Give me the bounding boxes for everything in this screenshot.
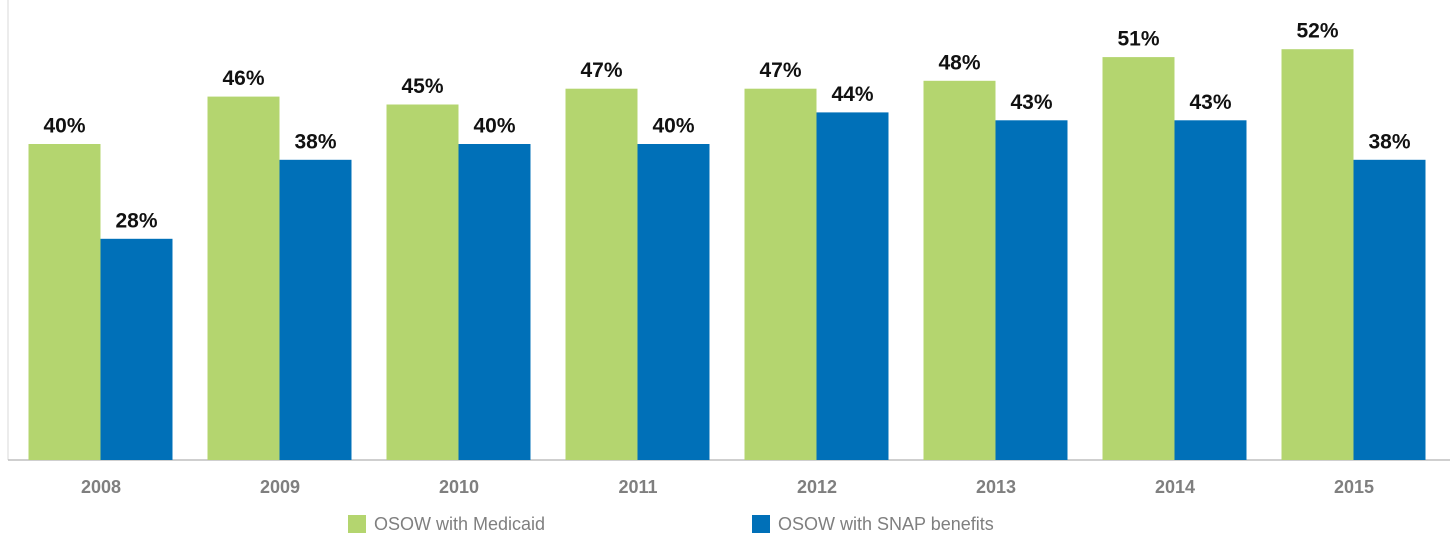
value-label: 51% (1117, 28, 1159, 51)
x-tick-label: 2012 (797, 477, 837, 497)
value-label: 47% (759, 59, 801, 82)
x-tick-label: 2011 (618, 477, 657, 497)
bar (923, 80, 996, 461)
bar (28, 144, 101, 460)
bar (1174, 120, 1247, 461)
value-label: 28% (115, 209, 157, 232)
value-label: 38% (294, 130, 336, 153)
value-label: 40% (652, 115, 694, 138)
legend-label: OSOW with SNAP benefits (778, 514, 994, 534)
x-tick-label: 2014 (1155, 477, 1195, 497)
x-tick-label: 2013 (976, 477, 1016, 497)
bar (637, 144, 710, 460)
value-label: 47% (580, 59, 622, 82)
x-tick-label: 2015 (1334, 477, 1374, 497)
bar (279, 159, 352, 461)
bar (1353, 159, 1426, 461)
bar (816, 112, 889, 461)
x-tick-label: 2009 (260, 477, 300, 497)
bar (1281, 49, 1354, 460)
bar (458, 144, 531, 460)
value-label: 40% (43, 115, 85, 138)
value-label: 40% (473, 115, 515, 138)
value-label: 38% (1368, 130, 1410, 153)
bar (995, 120, 1068, 461)
x-tick-label: 2010 (439, 477, 479, 497)
legend-swatch (348, 515, 366, 533)
bar (386, 104, 459, 460)
value-label: 48% (938, 51, 980, 74)
bar (207, 96, 280, 460)
value-label: 46% (222, 67, 264, 90)
value-label: 52% (1296, 20, 1338, 43)
value-label: 44% (831, 83, 873, 106)
legend-label: OSOW with Medicaid (374, 514, 545, 534)
x-tick-label: 2008 (81, 477, 121, 497)
bar (565, 88, 638, 460)
bar (100, 238, 173, 460)
bar (1102, 57, 1175, 460)
legend-swatch (752, 515, 770, 533)
value-label: 43% (1010, 91, 1052, 114)
value-label: 45% (401, 75, 443, 98)
bar (744, 88, 817, 460)
value-label: 43% (1189, 91, 1231, 114)
